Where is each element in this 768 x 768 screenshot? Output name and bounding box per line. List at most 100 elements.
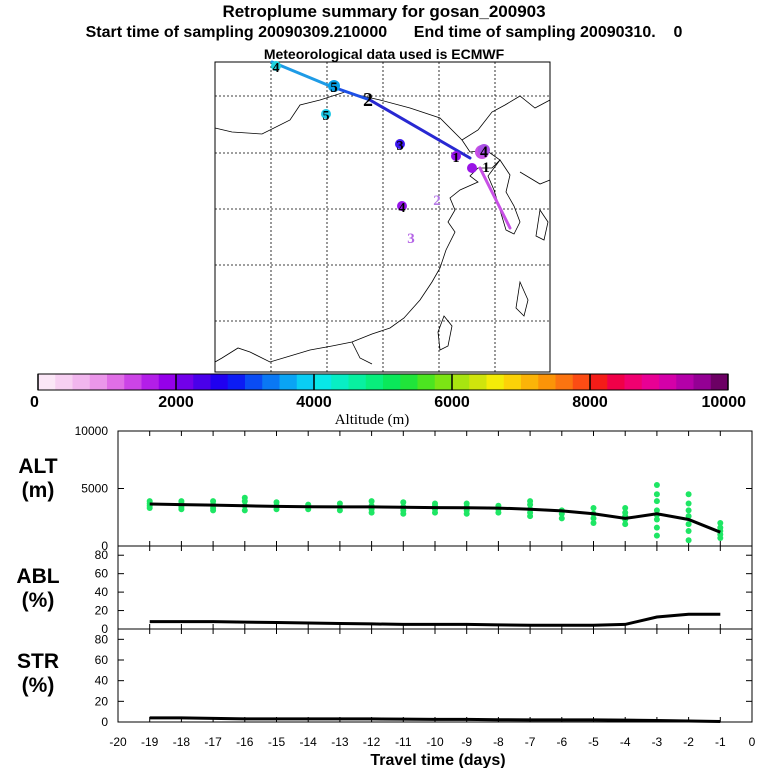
- alt-point: [590, 515, 597, 522]
- colorbar-swatch: [676, 374, 694, 390]
- colorbar-swatch: [227, 374, 246, 390]
- colorbar-swatch: [572, 374, 591, 390]
- colorbar-swatch: [486, 374, 505, 390]
- alt-panel: 10000 5000 0: [75, 424, 753, 553]
- colorbar-swatch: [693, 374, 712, 390]
- colorbar-swatch: [503, 374, 522, 390]
- x-tick-label: -16: [236, 735, 254, 749]
- cluster-label: 4: [399, 201, 406, 216]
- alt-point: [336, 500, 343, 507]
- alt-point: [653, 507, 660, 514]
- colorbar-swatch: [279, 374, 298, 390]
- colorbar-tick-label: 6000: [434, 394, 470, 411]
- str-panel: 80 60 40 20 0: [95, 628, 753, 729]
- colorbar-swatch: [607, 374, 625, 390]
- x-tick-label: -2: [683, 735, 694, 749]
- x-tick-label: -11: [395, 735, 412, 749]
- alt-point: [685, 491, 692, 498]
- abl-line: [149, 612, 721, 627]
- cluster-label: 5: [323, 109, 330, 124]
- cluster-label: 2: [433, 193, 441, 209]
- trajectory-segment: [478, 166, 512, 230]
- x-tick-label: -13: [331, 735, 349, 749]
- colorbar-swatch: [400, 374, 418, 390]
- map-frame: [214, 61, 551, 373]
- colorbar-swatch: [89, 374, 108, 390]
- colorbar-tick-label: 4000: [296, 394, 332, 411]
- alt-point: [653, 532, 660, 539]
- colorbar-tick-label: 10000: [702, 394, 747, 411]
- colorbar-swatch: [210, 374, 229, 390]
- x-tick-label: -12: [363, 735, 381, 749]
- colorbar-swatch: [296, 374, 315, 390]
- y-tick-label: 40: [95, 674, 109, 688]
- colorbar-xlabel: Altitude (m): [335, 412, 410, 428]
- y-tick-label: 20: [95, 604, 109, 618]
- y-tick-label: 60: [95, 653, 109, 667]
- abl-panel: 80 60 40 20 0: [95, 545, 753, 636]
- colorbar-swatch: [348, 374, 367, 390]
- colorbar-swatch: [469, 374, 487, 390]
- x-tick-label: -20: [109, 735, 127, 749]
- alt-point: [717, 524, 724, 531]
- x-tick-label: -1: [715, 735, 726, 749]
- alt-point: [178, 498, 185, 505]
- alt-point: [685, 500, 692, 507]
- colorbar-swatch: [107, 374, 125, 390]
- cluster-label: 4: [273, 61, 280, 76]
- alt-point: [558, 515, 565, 522]
- y-tick-label: 60: [95, 567, 109, 581]
- cluster-marker: [395, 139, 405, 149]
- cluster-marker: [451, 151, 461, 161]
- x-tick-label: -6: [556, 735, 567, 749]
- cluster-label: 1: [482, 160, 490, 176]
- colorbar-swatch: [538, 374, 556, 390]
- colorbar-swatch: [383, 374, 401, 390]
- alt-point: [590, 520, 597, 526]
- x-tick-label: -5: [588, 735, 599, 749]
- y-tick-label: 80: [95, 632, 109, 646]
- trajectory-segment: [270, 60, 332, 88]
- colorbar-swatch: [141, 374, 160, 390]
- cluster-label: 1: [453, 151, 460, 166]
- x-tick-label: -7: [525, 735, 536, 749]
- sampling-time-line: Start time of sampling 20090309.210000 E…: [0, 24, 768, 42]
- cluster-label: 4: [480, 144, 488, 161]
- colorbar-tick-label: 0: [30, 394, 39, 411]
- alt-point: [685, 507, 692, 514]
- x-tick-label: -9: [461, 735, 472, 749]
- str-panel-label: STR (%): [8, 650, 68, 698]
- x-tick-label: -14: [300, 735, 318, 749]
- y-tick-label: 0: [101, 715, 108, 729]
- alt-point: [368, 498, 375, 505]
- x-tick-label: -19: [141, 735, 159, 749]
- cluster-label: 2: [363, 89, 373, 111]
- start-time-label: Start time of sampling 20090309.210000: [85, 24, 388, 41]
- alt-point: [273, 499, 280, 506]
- alt-label: ALT: [18, 455, 58, 478]
- alt-point: [653, 498, 660, 505]
- y-tick-label: 5000: [81, 482, 108, 496]
- colorbar-swatch: [452, 374, 470, 390]
- alt-point: [210, 498, 217, 505]
- colorbar-swatch: [262, 374, 280, 390]
- end-time-label: End time of sampling 20090310.: [413, 24, 656, 41]
- colorbar-swatch: [521, 374, 539, 390]
- alt-point: [622, 521, 629, 528]
- y-tick-label: 80: [95, 548, 109, 562]
- x-tick-label: -8: [493, 735, 504, 749]
- cluster-marker: [478, 144, 490, 156]
- abl-unit: (%): [21, 589, 55, 612]
- y-tick-label: 20: [95, 694, 109, 708]
- colorbar-tick-label: 8000: [572, 394, 608, 411]
- y-tick-label: 10000: [75, 424, 109, 438]
- colorbar-swatch: [124, 374, 142, 390]
- colorbar-swatch: [641, 374, 660, 390]
- colorbar-swatch: [38, 374, 56, 390]
- plot-title: Retroplume summary for gosan_200903: [222, 2, 546, 21]
- abl-panel-label: ABL (%): [8, 565, 68, 613]
- colorbar-swatch: [72, 374, 91, 390]
- str-frame: [117, 628, 753, 723]
- trajectory-map: 4 5 5 2 3 1 4 1 4 2 3: [214, 60, 551, 373]
- str-line: [149, 716, 721, 723]
